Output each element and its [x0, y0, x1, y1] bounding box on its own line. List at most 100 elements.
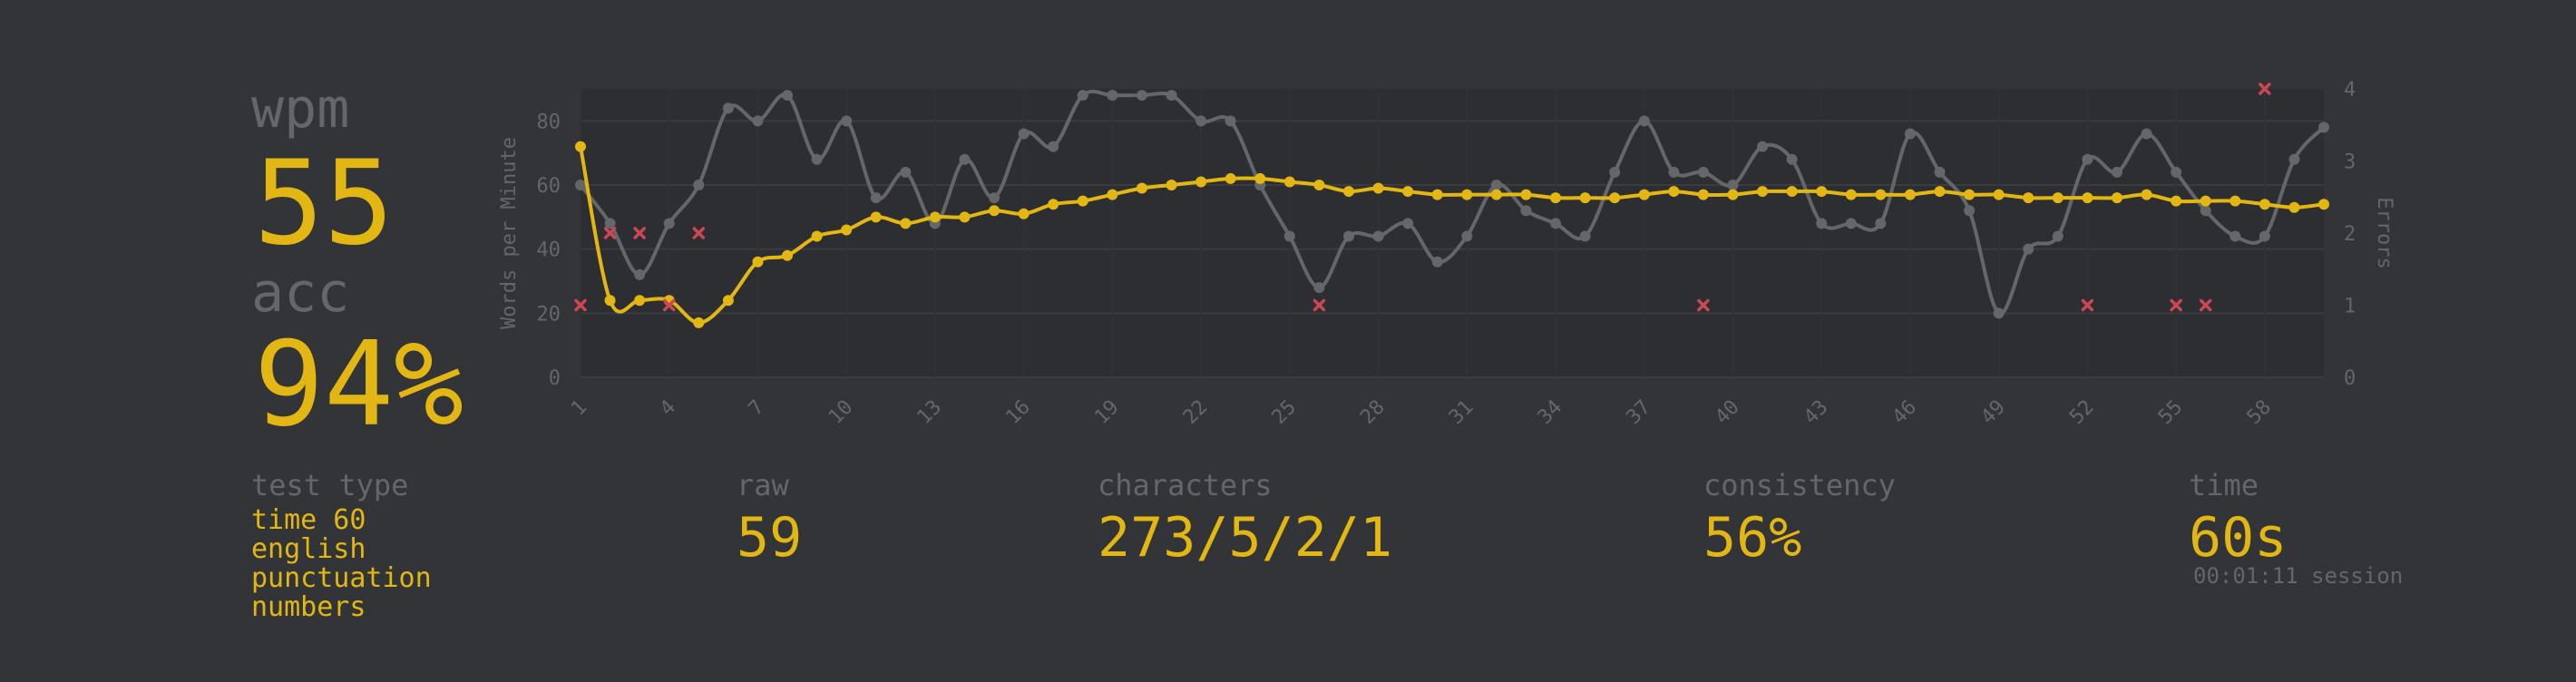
test-type-item: english	[251, 533, 366, 565]
test-type-item: numbers	[251, 591, 366, 623]
raw-point	[1757, 141, 1769, 152]
wpm-point	[1727, 189, 1739, 200]
raw-point	[1875, 218, 1887, 229]
raw-point	[2171, 166, 2182, 178]
x-tick-label: 55	[2154, 396, 2187, 429]
wpm-point	[722, 295, 734, 307]
accuracy-label: acc	[251, 261, 350, 325]
raw-point	[1107, 90, 1118, 102]
raw-point	[1638, 115, 1650, 127]
x-tick-label: 49	[1976, 396, 2009, 429]
raw-point	[634, 268, 646, 280]
wpm-point	[1934, 186, 1946, 198]
raw-point	[1579, 230, 1591, 242]
raw-point	[1225, 115, 1236, 127]
wpm-point	[2288, 201, 2300, 213]
raw-point	[2052, 230, 2064, 242]
test-type-item: punctuation	[251, 562, 432, 594]
raw-point	[2200, 205, 2211, 217]
raw-point	[2318, 122, 2329, 133]
wpm-point	[2230, 195, 2241, 207]
raw-point	[693, 180, 705, 190]
wpm-point	[1579, 192, 1591, 204]
wpm-point	[1609, 192, 1621, 204]
session-time: 00:01:11 session	[2193, 563, 2404, 589]
raw-point	[1048, 141, 1059, 152]
plot-background	[581, 89, 2324, 377]
raw-point	[1166, 90, 1177, 102]
consistency-value: 56%	[1703, 506, 1802, 570]
wpm-point	[1372, 182, 1384, 194]
raw-point	[1195, 115, 1207, 127]
x-tick-label: 19	[1090, 396, 1123, 429]
wpm-point	[900, 218, 912, 229]
raw-point	[1816, 218, 1828, 229]
x-tick-label: 58	[2243, 396, 2276, 429]
raw-point	[1018, 128, 1029, 140]
x-tick-label: 37	[1623, 396, 1655, 429]
raw-point	[1431, 256, 1443, 268]
x-tick-label: 46	[1888, 396, 1921, 429]
wpm-point	[1697, 189, 1709, 200]
test-type-list: time 60 english punctuation numbers	[251, 506, 432, 622]
error-mark	[2081, 298, 2094, 312]
raw-value: 59	[737, 506, 803, 570]
x-tick-label: 28	[1356, 396, 1389, 429]
wpm-point	[1225, 172, 1236, 184]
wpm-point	[1254, 172, 1266, 184]
x-tick-label: 16	[1001, 396, 1034, 429]
wpm-point	[1845, 189, 1857, 200]
wpm-point	[2141, 189, 2152, 200]
wpm-point	[604, 295, 616, 307]
test-type-label: test type	[251, 468, 409, 502]
y2-tick-label: 2	[2344, 223, 2356, 246]
wpm-point	[2259, 199, 2270, 210]
wpm-point	[634, 295, 646, 307]
wpm-point	[1048, 199, 1059, 210]
raw-point	[2230, 230, 2241, 242]
error-mark	[633, 227, 646, 239]
raw-point	[1934, 166, 1946, 178]
raw-point	[1077, 90, 1088, 102]
wpm-point	[752, 256, 764, 268]
error-mark	[603, 227, 617, 239]
raw-point	[1697, 166, 1709, 178]
raw-point	[1964, 205, 1976, 217]
wpm-point	[2200, 195, 2211, 207]
raw-point	[1845, 218, 1857, 229]
wpm-point	[2171, 195, 2182, 207]
wpm-point	[1077, 195, 1088, 207]
x-tick-label: 43	[1800, 396, 1832, 429]
wpm-point	[2318, 199, 2329, 210]
error-mark	[2170, 298, 2182, 312]
raw-point	[1461, 230, 1473, 242]
wpm-point	[1136, 182, 1147, 194]
wpm-point	[1904, 189, 1916, 200]
raw-point	[1993, 307, 2005, 319]
x-tick-label: 25	[1268, 396, 1301, 429]
wpm-point	[2082, 192, 2093, 204]
raw-point	[989, 192, 1000, 204]
raw-point	[782, 90, 794, 102]
x-tick-label: 4	[656, 396, 680, 421]
wpm-point	[1638, 189, 1650, 200]
wpm-point	[782, 249, 794, 261]
y-axis-title: Words per Minute	[498, 137, 521, 329]
x-tick-label: 10	[825, 396, 857, 429]
error-mark	[574, 298, 587, 312]
wpm-point	[1550, 192, 1562, 204]
raw-point	[1402, 218, 1414, 229]
wpm-point	[1786, 186, 1798, 198]
consistency-label: consistency	[1703, 468, 1896, 502]
x-tick-label: 22	[1179, 396, 1212, 429]
wpm-point	[870, 211, 882, 223]
y-tick-label: 60	[537, 175, 561, 198]
raw-point	[1727, 180, 1739, 190]
raw-point	[722, 102, 734, 114]
raw-point	[1372, 230, 1384, 242]
wpm-value: 55	[254, 136, 395, 271]
raw-point	[1520, 205, 1532, 217]
raw-point	[2141, 128, 2152, 140]
raw-point	[1342, 230, 1354, 242]
x-tick-label: 31	[1445, 396, 1478, 429]
